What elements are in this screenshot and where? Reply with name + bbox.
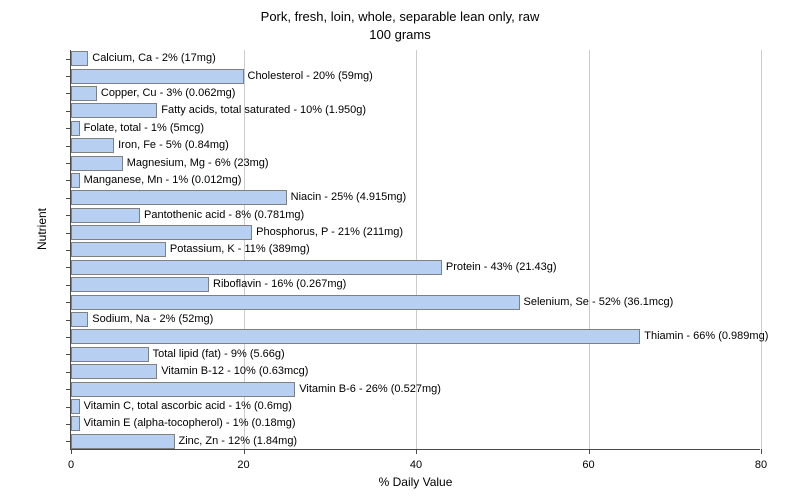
bar-label: Vitamin B-6 - 26% (0.527mg): [295, 383, 441, 396]
bar-row: Copper, Cu - 3% (0.062mg): [71, 85, 760, 102]
gridline: [761, 50, 762, 449]
bar-label: Fatty acids, total saturated - 10% (1.95…: [157, 104, 366, 117]
bar-label: Folate, total - 1% (5mcg): [80, 122, 204, 135]
bar-row: Pantothenic acid - 8% (0.781mg): [71, 207, 760, 224]
bar-row: Riboflavin - 16% (0.267mg): [71, 276, 760, 293]
bar-row: Total lipid (fat) - 9% (5.66g): [71, 346, 760, 363]
bar: [71, 399, 80, 414]
bar-row: Vitamin B-12 - 10% (0.63mcg): [71, 363, 760, 380]
bar: [71, 242, 166, 257]
bar: [71, 434, 175, 449]
bar-label: Total lipid (fat) - 9% (5.66g): [149, 348, 285, 361]
bar-row: Protein - 43% (21.43g): [71, 259, 760, 276]
bar: [71, 86, 97, 101]
x-tick: [71, 449, 72, 454]
bar: [71, 173, 80, 188]
x-tick-label: 40: [410, 459, 422, 471]
x-tick-label: 0: [68, 459, 74, 471]
bar-label: Vitamin E (alpha-tocopherol) - 1% (0.18m…: [80, 417, 296, 430]
bar: [71, 121, 80, 136]
bar: [71, 138, 114, 153]
x-axis-label: % Daily Value: [71, 475, 760, 489]
bar-row: Folate, total - 1% (5mcg): [71, 120, 760, 137]
bar-row: Vitamin C, total ascorbic acid - 1% (0.6…: [71, 398, 760, 415]
bar: [71, 277, 209, 292]
bar: [71, 295, 520, 310]
bar-row: Sodium, Na - 2% (52mg): [71, 311, 760, 328]
bar: [71, 364, 157, 379]
bar: [71, 260, 442, 275]
bar-label: Zinc, Zn - 12% (1.84mg): [175, 435, 298, 448]
x-tick-label: 20: [237, 459, 249, 471]
bar-row: Iron, Fe - 5% (0.84mg): [71, 137, 760, 154]
chart-title: Pork, fresh, loin, whole, separable lean…: [0, 8, 800, 44]
bar: [71, 190, 287, 205]
x-tick: [244, 449, 245, 454]
bar-row: Vitamin B-6 - 26% (0.527mg): [71, 380, 760, 397]
bar: [71, 312, 88, 327]
bar: [71, 329, 640, 344]
y-axis-label: Nutrient: [35, 208, 49, 250]
bar-label: Calcium, Ca - 2% (17mg): [88, 52, 215, 65]
bar-label: Phosphorus, P - 21% (211mg): [252, 226, 403, 239]
plot-area: Calcium, Ca - 2% (17mg) Cholesterol - 20%…: [70, 50, 760, 450]
bar-label: Selenium, Se - 52% (36.1mcg): [520, 296, 674, 309]
bar: [71, 103, 157, 118]
x-tick: [761, 449, 762, 454]
bar: [71, 156, 123, 171]
bar: [71, 416, 80, 431]
bar-label: Pantothenic acid - 8% (0.781mg): [140, 209, 304, 222]
bar-row: Calcium, Ca - 2% (17mg): [71, 50, 760, 67]
x-tick: [416, 449, 417, 454]
bar: [71, 51, 88, 66]
bar-label: Protein - 43% (21.43g): [442, 261, 557, 274]
bar-label: Cholesterol - 20% (59mg): [244, 70, 373, 83]
x-tick-label: 80: [755, 459, 767, 471]
bar-row: Phosphorus, P - 21% (211mg): [71, 224, 760, 241]
bar-row: Cholesterol - 20% (59mg): [71, 67, 760, 84]
bar-row: Magnesium, Mg - 6% (23mg): [71, 154, 760, 171]
bar-row: Vitamin E (alpha-tocopherol) - 1% (0.18m…: [71, 415, 760, 432]
bar: [71, 69, 244, 84]
bar: [71, 347, 149, 362]
bar-row: Fatty acids, total saturated - 10% (1.95…: [71, 102, 760, 119]
bar-label: Vitamin B-12 - 10% (0.63mcg): [157, 365, 308, 378]
bar-label: Potassium, K - 11% (389mg): [166, 243, 310, 256]
bar-label: Sodium, Na - 2% (52mg): [88, 313, 213, 326]
bar-label: Vitamin C, total ascorbic acid - 1% (0.6…: [80, 400, 292, 413]
bar-row: Potassium, K - 11% (389mg): [71, 241, 760, 258]
bar-row: Niacin - 25% (4.915mg): [71, 189, 760, 206]
bar-row: Manganese, Mn - 1% (0.012mg): [71, 172, 760, 189]
bar-label: Riboflavin - 16% (0.267mg): [209, 278, 346, 291]
bar-label: Copper, Cu - 3% (0.062mg): [97, 87, 236, 100]
bar-label: Niacin - 25% (4.915mg): [287, 191, 407, 204]
bar-row: Thiamin - 66% (0.989mg): [71, 328, 760, 345]
chart-title-line1: Pork, fresh, loin, whole, separable lean…: [0, 8, 800, 26]
chart-title-line2: 100 grams: [0, 26, 800, 44]
bar: [71, 382, 295, 397]
bar-label: Magnesium, Mg - 6% (23mg): [123, 157, 269, 170]
bar-label: Iron, Fe - 5% (0.84mg): [114, 139, 229, 152]
bar-row: Zinc, Zn - 12% (1.84mg): [71, 433, 760, 450]
bar: [71, 208, 140, 223]
bar-label: Manganese, Mn - 1% (0.012mg): [80, 174, 242, 187]
bar-label: Thiamin - 66% (0.989mg): [640, 330, 768, 343]
x-tick-label: 60: [582, 459, 594, 471]
x-tick: [589, 449, 590, 454]
bar: [71, 225, 252, 240]
bar-row: Selenium, Se - 52% (36.1mcg): [71, 293, 760, 310]
